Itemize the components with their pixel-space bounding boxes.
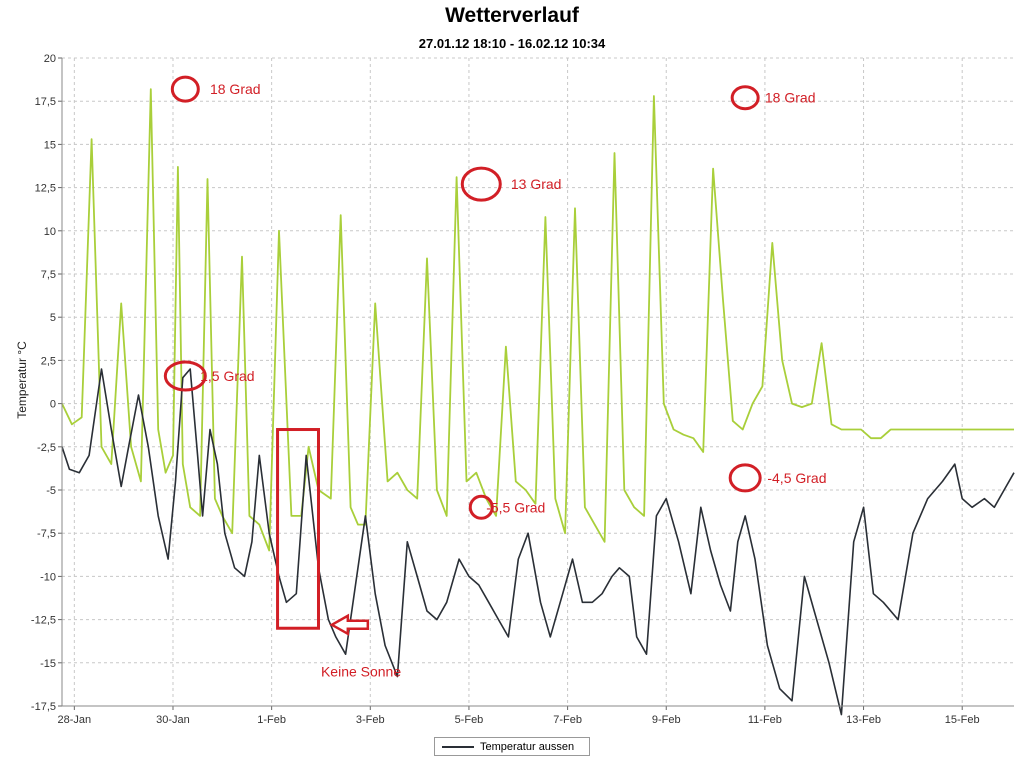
highlight-ellipse xyxy=(163,360,207,392)
y-tick-label: 10 xyxy=(44,226,56,238)
highlight-ellipse xyxy=(728,463,762,493)
x-tick-label: 30-Jan xyxy=(156,714,190,726)
series-line-sun xyxy=(61,88,1014,552)
grid xyxy=(62,57,1014,707)
y-tick-label: -5 xyxy=(46,485,56,497)
y-tick-label: 0 xyxy=(50,399,56,411)
plot-area xyxy=(62,58,1014,706)
highlight-ellipse xyxy=(170,75,200,103)
annotation-label: 18 Grad xyxy=(210,81,261,97)
annotation-label: -5,5 Grad xyxy=(486,499,545,515)
y-tick-label: -17,5 xyxy=(31,701,56,713)
y-tick-label: 15 xyxy=(44,139,56,151)
axes: 20 17,5 15 12,5 10 7,5 5 2,5 0 -2,5 -5 -7,5 -10 -12,5… xyxy=(31,53,1014,726)
chart-subtitle: 27.01.12 18:10 - 16.02.12 10:34 xyxy=(418,36,606,51)
x-tick-label: 5-Feb xyxy=(455,714,484,726)
y-tick-label: 12,5 xyxy=(35,183,56,195)
arrow-indicator xyxy=(329,613,370,636)
annotation-label: -4,5 Grad xyxy=(767,470,826,486)
series-line-outside xyxy=(61,368,1015,716)
x-tick-label: 1-Feb xyxy=(257,714,286,726)
x-tick-label: 7-Feb xyxy=(553,714,582,726)
y-tick-label: 5 xyxy=(50,312,56,324)
highlight-ellipse xyxy=(468,494,494,520)
highlight-ellipse xyxy=(460,166,502,202)
annotation-label: 18 Grad xyxy=(765,90,816,106)
x-tick-label: 15-Feb xyxy=(945,714,980,726)
legend-swatch-outside xyxy=(442,745,474,748)
y-tick-label: -2,5 xyxy=(37,442,56,454)
y-tick-label: 20 xyxy=(44,53,56,65)
y-tick-label: 17,5 xyxy=(35,96,56,108)
annotation-label: 1,5 Grad xyxy=(200,368,254,384)
annotations: 18 Grad 1,5 Grad 13 Grad -5,5 Grad 18 Grad -4… xyxy=(163,75,827,679)
x-tick-label: 9-Feb xyxy=(652,714,681,726)
series-lines xyxy=(61,88,1015,716)
annotation-label: Keine Sonne xyxy=(321,663,401,679)
x-tick-label: 13-Feb xyxy=(846,714,881,726)
highlight-ellipse xyxy=(730,85,760,111)
no-sun-box xyxy=(276,428,320,630)
x-tick-label: 28-Jan xyxy=(58,714,92,726)
annotation-label: 13 Grad xyxy=(511,176,562,192)
chart-title: Wetterverlauf xyxy=(445,4,579,27)
legend-label-outside: Temperatur aussen xyxy=(480,740,575,753)
y-tick-label: 7,5 xyxy=(41,269,56,281)
legend: Temperatur aussen xyxy=(434,737,590,756)
y-tick-label: -7,5 xyxy=(37,528,56,540)
y-tick-label: 2,5 xyxy=(41,355,56,367)
y-tick-label: -12,5 xyxy=(31,615,56,627)
x-tick-label: 3-Feb xyxy=(356,714,385,726)
x-tick-label: 11-Feb xyxy=(748,714,782,726)
y-tick-label: -15 xyxy=(40,658,56,670)
y-tick-label: -10 xyxy=(40,571,56,583)
